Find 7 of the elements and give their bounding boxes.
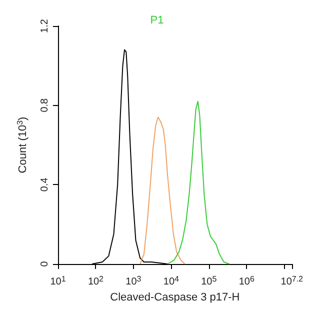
y-tick-label: 0: [40, 260, 50, 267]
y-axis-title: Count (103): [16, 116, 29, 174]
text: P1: [150, 14, 164, 26]
y-tick-label: 1.2: [40, 18, 50, 33]
y-tick-label: 0.8: [40, 98, 50, 112]
x-axis-title: Cleaved-Caspase 3 p17-H: [110, 291, 240, 304]
y-tick-label: 0.4: [40, 177, 50, 192]
